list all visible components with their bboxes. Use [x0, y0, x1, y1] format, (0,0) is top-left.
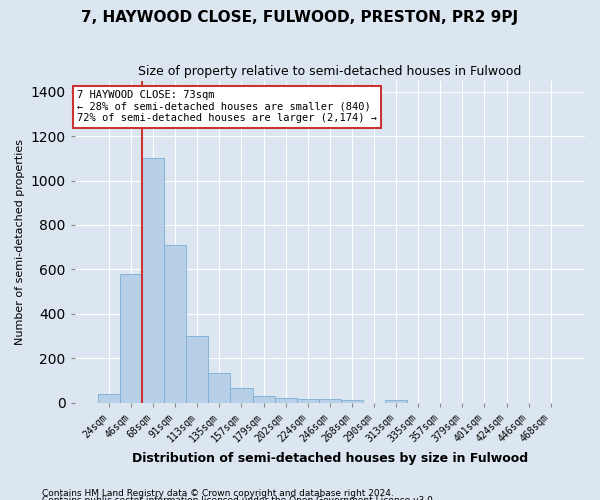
Bar — [275, 398, 297, 402]
Bar — [208, 372, 230, 402]
Title: Size of property relative to semi-detached houses in Fulwood: Size of property relative to semi-detach… — [138, 65, 521, 78]
Bar — [319, 400, 341, 402]
Text: 7, HAYWOOD CLOSE, FULWOOD, PRESTON, PR2 9PJ: 7, HAYWOOD CLOSE, FULWOOD, PRESTON, PR2 … — [82, 10, 518, 25]
Text: Contains HM Land Registry data © Crown copyright and database right 2024.: Contains HM Land Registry data © Crown c… — [42, 488, 394, 498]
Bar — [120, 274, 142, 402]
Bar — [98, 394, 120, 402]
Bar — [230, 388, 253, 402]
X-axis label: Distribution of semi-detached houses by size in Fulwood: Distribution of semi-detached houses by … — [132, 452, 528, 465]
Text: 7 HAYWOOD CLOSE: 73sqm
← 28% of semi-detached houses are smaller (840)
72% of se: 7 HAYWOOD CLOSE: 73sqm ← 28% of semi-det… — [77, 90, 377, 124]
Bar — [142, 158, 164, 402]
Bar — [164, 245, 186, 402]
Bar — [253, 396, 275, 402]
Text: Contains public sector information licensed under the Open Government Licence v3: Contains public sector information licen… — [42, 496, 436, 500]
Bar — [186, 336, 208, 402]
Bar — [297, 400, 319, 402]
Bar — [385, 400, 407, 402]
Y-axis label: Number of semi-detached properties: Number of semi-detached properties — [15, 138, 25, 344]
Bar — [341, 400, 363, 402]
